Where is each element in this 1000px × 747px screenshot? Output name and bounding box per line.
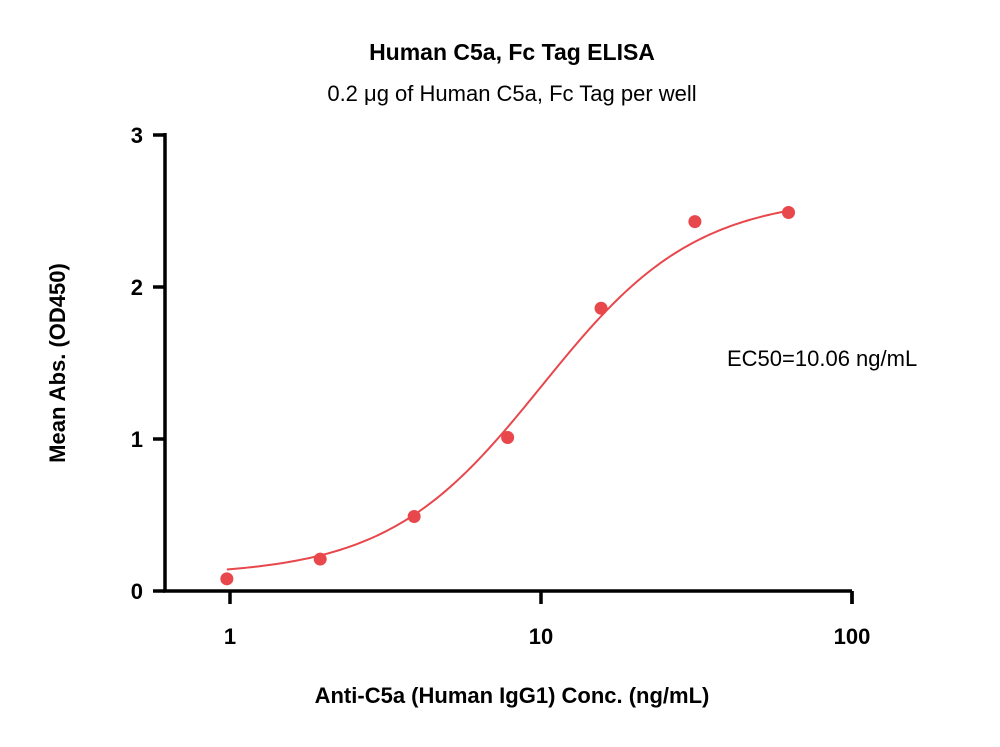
ticks xyxy=(153,133,854,604)
y-tick-label: 0 xyxy=(131,579,143,604)
data-point xyxy=(313,552,327,566)
y-tick-label: 3 xyxy=(131,123,143,148)
axes xyxy=(163,133,852,593)
x-tick-label: 100 xyxy=(834,624,871,649)
data-point xyxy=(782,206,796,220)
data-point xyxy=(688,215,702,229)
data-point xyxy=(220,572,234,586)
tick-labels: 0 1 2 3 1 10 100 xyxy=(131,123,871,649)
data-point xyxy=(594,301,608,315)
chart-title: Human C5a, Fc Tag ELISA xyxy=(369,39,655,65)
ec50-annotation: EC50=10.06 ng/mL xyxy=(727,346,917,371)
data-point xyxy=(407,510,421,524)
y-tick-label: 2 xyxy=(131,275,143,300)
chart-subtitle: 0.2 μg of Human C5a, Fc Tag per well xyxy=(327,81,696,106)
x-tick-label: 10 xyxy=(529,624,553,649)
data-points xyxy=(220,206,796,586)
x-axis-label: Anti-C5a (Human IgG1) Conc. (ng/mL) xyxy=(315,683,710,708)
data-point xyxy=(501,430,515,444)
fit-curve xyxy=(226,209,789,571)
x-tick-label: 1 xyxy=(224,624,236,649)
y-tick-label: 1 xyxy=(131,427,143,452)
y-axis-label: Mean Abs. (OD450) xyxy=(45,263,70,463)
